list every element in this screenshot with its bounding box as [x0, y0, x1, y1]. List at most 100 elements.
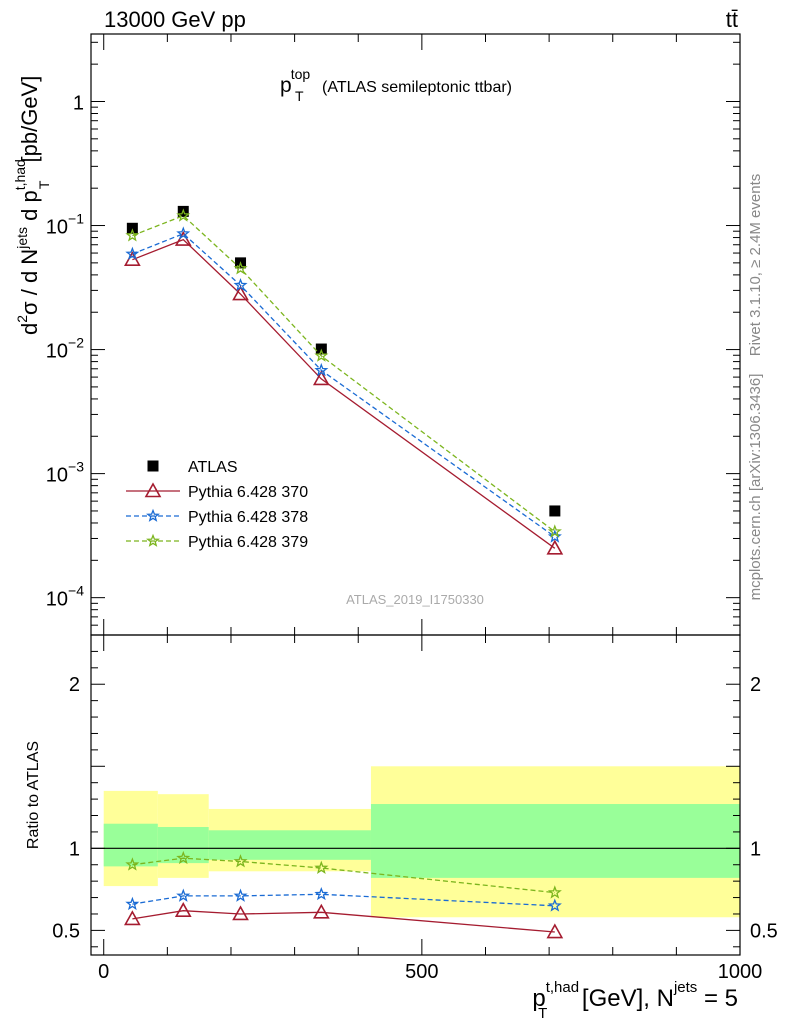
main-point-1-3 — [312, 370, 330, 386]
mcplots-label: mcplots.cern.ch [arXiv:1306.3436] — [747, 374, 764, 601]
main-point-2-2 — [233, 277, 248, 292]
ratio-point-1-4 — [547, 898, 562, 912]
legend-marker-1 — [144, 482, 162, 498]
ratio-frame — [90, 634, 741, 956]
ratio-point-1-3 — [314, 886, 329, 901]
main-ytick-base-2: 10 — [46, 341, 68, 363]
ylabel-sup1: 2 — [14, 315, 30, 323]
main-point-3-0 — [125, 228, 140, 242]
main-point-1-2 — [232, 285, 249, 301]
ratio-point-1-1 — [176, 888, 191, 902]
ratio-point-0-4 — [546, 923, 564, 939]
legend-marker-2 — [146, 508, 160, 522]
main-ytick-exp-0: −4 — [68, 583, 84, 599]
main-point-3-1 — [176, 208, 191, 222]
xlabel-p: p — [532, 985, 545, 1012]
band-inner-3 — [370, 804, 740, 878]
ratio-y-label: Ratio to ATLAS — [25, 741, 42, 849]
ratio-ytick-label-left-1: 1 — [69, 838, 80, 860]
main-ytick-label-0: 10−4 — [46, 583, 84, 611]
ratio-point-0-3 — [312, 903, 330, 919]
main-point-0-0 — [126, 222, 138, 234]
ratio-panel — [91, 766, 740, 918]
main-ytick-label-1: 10−3 — [46, 459, 84, 487]
ratio-series-line-1 — [132, 893, 555, 907]
legend-label-2: Pythia 6.428 378 — [188, 509, 308, 526]
band-inner-0 — [103, 823, 158, 867]
xlabel-sub1: T — [538, 1005, 547, 1022]
legend: ATLAS Pythia 6.428 370 Pythia 6.428 378 Pyt… — [126, 459, 308, 551]
ratio-ytick-label-left-0: 0.5 — [52, 920, 80, 942]
process-label: tt̄ — [726, 7, 738, 32]
main-point-3-2 — [233, 261, 248, 275]
ylabel-sup2: jets — [14, 227, 30, 250]
ratio-point-0-0 — [123, 910, 141, 926]
main-ytick-base-1: 10 — [46, 465, 68, 487]
energy-label: 13000 GeV pp — [104, 7, 246, 32]
main-point-1-0 — [123, 251, 141, 267]
main-ytick-label-3: 10−1 — [46, 211, 84, 239]
main-title-sup: top — [291, 66, 311, 82]
legend-label-3: Pythia 6.428 379 — [188, 534, 308, 551]
main-axes: 10−410−310−210−11 — [46, 33, 741, 636]
legend-label-0: ATLAS — [188, 459, 238, 476]
xlabel-sup2: jets — [673, 979, 697, 996]
ratio-ytick-label-left-2: 2 — [69, 674, 80, 696]
band-inner-1 — [157, 827, 209, 864]
main-point-2-1 — [176, 226, 191, 240]
ratio-point-1-0 — [125, 896, 140, 911]
ratio-point-0-1 — [174, 902, 192, 917]
main-series-layer — [123, 205, 564, 555]
main-series-line-2 — [132, 232, 556, 538]
ratio-point-2-1 — [176, 850, 191, 865]
ylabel-part4: [pb/GeV] — [17, 76, 42, 169]
band-inner-2 — [208, 830, 371, 860]
ylabel-sub3: T — [36, 180, 52, 189]
main-ytick-label-4: 1 — [73, 92, 84, 114]
main-point-2-4 — [547, 529, 562, 543]
ratio-ytick-label-right-0: 0.5 — [750, 920, 778, 942]
main-series-line-3 — [132, 214, 556, 533]
main-title-sub: T — [295, 88, 304, 104]
main-ytick-exp-3: −1 — [68, 211, 84, 227]
main-point-1-4 — [546, 539, 564, 555]
ratio-ytick-label-right-2: 2 — [750, 674, 761, 696]
x-tick-label-1: 500 — [405, 961, 438, 983]
ylabel-part2: σ / d N — [17, 249, 42, 315]
main-point-2-3 — [314, 362, 329, 377]
ratio-point-0-2 — [232, 905, 249, 921]
main-ytick-exp-1: −3 — [68, 459, 84, 475]
main-point-3-4 — [547, 524, 562, 538]
main-title-rest: (ATLAS semileptonic ttbar) — [322, 79, 512, 96]
ylabel-sup3: t,had — [12, 159, 28, 190]
ratio-series-line-0 — [132, 910, 555, 933]
rivet-label: Rivet 3.1.10, ≥ 2.4M events — [747, 174, 764, 357]
ylabel-part1: d — [17, 323, 42, 335]
main-title-p: p — [280, 74, 292, 97]
main-ytick-exp-2: −2 — [68, 335, 84, 351]
ratio-point-2-4 — [547, 885, 562, 899]
x-axis-label: pt,had T [GeV], Njets = 5 — [532, 979, 738, 1022]
ylabel-part3: d p — [17, 190, 42, 227]
main-point-0-4 — [549, 505, 561, 517]
ratio-axes: 0 500 1000 0.5 0.5 1 1 2 2 — [52, 634, 778, 983]
ratio-ytick-label-right-1: 1 — [750, 838, 761, 860]
main-ytick-base-0: 10 — [46, 589, 68, 611]
analysis-id: ATLAS_2019_I1750330 — [346, 592, 484, 607]
xlabel-sup1: t,had — [546, 979, 579, 996]
main-ytick-label-2: 10−2 — [46, 335, 84, 363]
main-y-label: d2σ / d Njets d pt,had T [pb/GeV] — [12, 76, 52, 335]
main-ytick-base-4: 1 — [73, 92, 84, 114]
main-point-1-1 — [174, 230, 192, 246]
ratio-point-2-2 — [233, 854, 248, 868]
ratio-series-line-2 — [132, 857, 555, 894]
xlabel-part3: = 5 — [697, 985, 738, 1012]
ratio-point-2-3 — [314, 860, 329, 875]
ratio-series-layer — [123, 850, 564, 939]
legend-marker-0 — [147, 460, 159, 472]
legend-marker-3 — [146, 533, 160, 547]
main-series-line-1 — [132, 238, 556, 549]
legend-label-1: Pythia 6.428 370 — [188, 484, 308, 501]
